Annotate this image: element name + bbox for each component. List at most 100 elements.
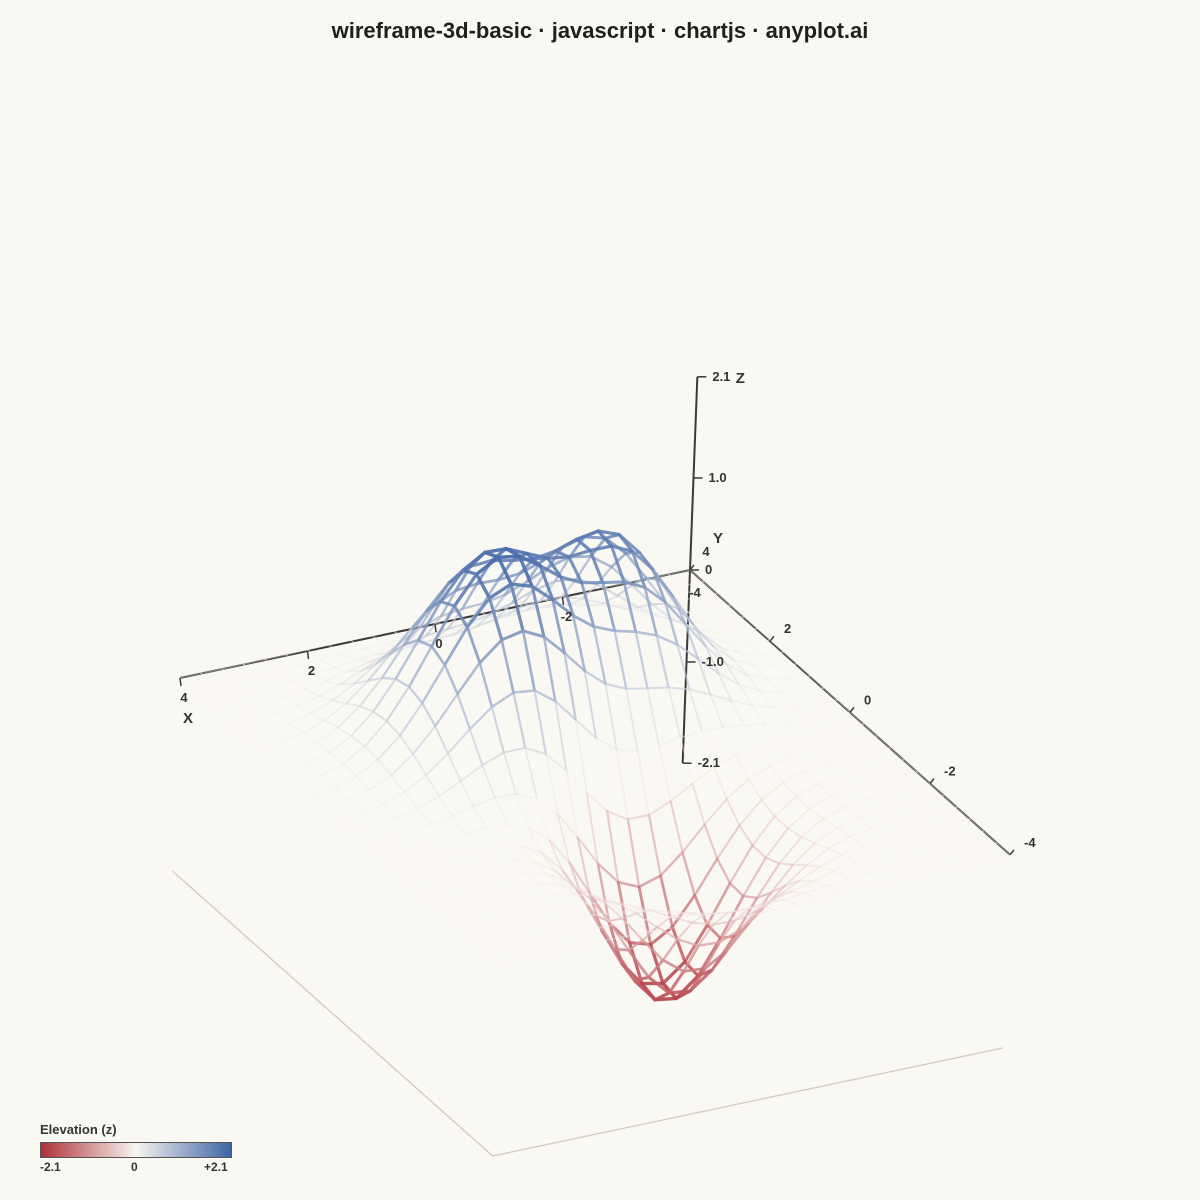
mesh-segment [459, 922, 482, 928]
mesh-segment [727, 641, 742, 655]
mesh-segment [703, 941, 721, 970]
mesh-segment [839, 887, 862, 895]
mesh-segment [924, 867, 947, 874]
mesh-segment [179, 677, 195, 691]
mesh-segment [953, 851, 969, 865]
mesh-segment [676, 938, 700, 947]
mesh-segment [530, 584, 546, 639]
mesh-segment [285, 653, 301, 666]
y-axis-label: Y [713, 530, 723, 547]
mesh-segment [780, 691, 796, 708]
mesh-segment [956, 806, 971, 820]
mesh-segment [746, 674, 769, 680]
mesh-segment [642, 910, 665, 913]
mesh-segment [852, 786, 867, 800]
mesh-segment [509, 582, 525, 633]
mesh-segment [698, 914, 714, 923]
mesh-segment [553, 537, 579, 553]
mesh-segment [565, 770, 579, 839]
mesh-segment [622, 580, 638, 634]
y-tick-mark [769, 635, 775, 642]
mesh-segment [814, 699, 838, 705]
mesh-segment [465, 625, 482, 665]
mesh-segment [833, 744, 849, 759]
mesh-segment [355, 775, 371, 791]
mesh-segment [548, 838, 563, 871]
mesh-segment [325, 799, 349, 808]
mesh-segment [691, 921, 714, 926]
mesh-segment [407, 645, 433, 689]
mesh-segment [870, 827, 886, 840]
mesh-segment [770, 863, 795, 894]
mesh-segment [325, 670, 349, 682]
mesh-segment [446, 914, 461, 928]
mesh-segment [596, 862, 620, 884]
mesh-segment [712, 919, 736, 926]
mesh-segment [482, 874, 506, 880]
mesh-segment [740, 909, 756, 916]
mesh-segment [966, 858, 990, 865]
mesh-segment [607, 917, 624, 923]
mesh-segment [774, 663, 798, 668]
mesh-segment [660, 585, 683, 591]
mesh-segment [394, 639, 420, 681]
mesh-segment [630, 549, 647, 589]
mesh-segment [253, 712, 277, 721]
mesh-segment [719, 894, 745, 940]
mesh-segment [578, 913, 602, 919]
mesh-segment [540, 851, 563, 871]
mesh-segment [512, 691, 527, 749]
mesh-segment [334, 775, 358, 788]
mesh-segment [688, 688, 703, 732]
mesh-segment [774, 665, 790, 680]
mesh-segment [490, 691, 515, 709]
z-axis-label: Z [736, 370, 745, 387]
mesh-segment [764, 723, 780, 743]
mesh-segment [293, 751, 309, 765]
mesh-segment [556, 812, 579, 839]
mesh-segment [320, 653, 343, 661]
mesh-segment [498, 844, 514, 861]
mesh-segment [830, 795, 846, 808]
mesh-segment [478, 638, 504, 665]
mesh-segment [448, 865, 472, 872]
y-tick-mark [1009, 849, 1015, 856]
mesh-segment [307, 762, 323, 776]
mesh-segment [519, 845, 535, 863]
mesh-segment [368, 774, 392, 791]
mesh-segment [900, 799, 923, 806]
mesh-segment [509, 582, 534, 588]
mesh-segment [565, 902, 589, 907]
mesh-segment [722, 724, 745, 728]
mesh-segment [703, 823, 719, 860]
mesh-segment [635, 912, 658, 928]
mesh-segment [472, 933, 496, 940]
x-tick-label: -4 [689, 585, 701, 600]
mesh-segment [788, 675, 811, 680]
mesh-segment [342, 762, 358, 777]
mesh-segment [472, 805, 488, 829]
mesh-segment [486, 945, 509, 952]
mesh-segment [192, 684, 216, 691]
mesh-segment [392, 862, 416, 869]
mesh-segment [764, 827, 789, 859]
mesh-segment [557, 916, 581, 923]
mesh-segment [719, 909, 742, 914]
mesh-segment [328, 644, 343, 655]
mesh-segment [905, 832, 921, 846]
mesh-segment [500, 629, 525, 642]
mesh-segment [860, 881, 884, 889]
mesh-segment [841, 845, 865, 856]
mesh-segment [549, 936, 565, 950]
mesh-segment [742, 894, 759, 900]
mesh-segment [336, 705, 361, 729]
mesh-segment [604, 682, 618, 751]
mesh-segment [643, 585, 659, 637]
mesh-segment [525, 872, 541, 885]
mesh-segment [670, 915, 693, 924]
mesh-segment [804, 892, 820, 901]
mesh-segment [633, 979, 657, 1002]
mesh-segment [474, 572, 492, 600]
mesh-segment [751, 704, 774, 708]
mesh-segment [814, 703, 830, 718]
